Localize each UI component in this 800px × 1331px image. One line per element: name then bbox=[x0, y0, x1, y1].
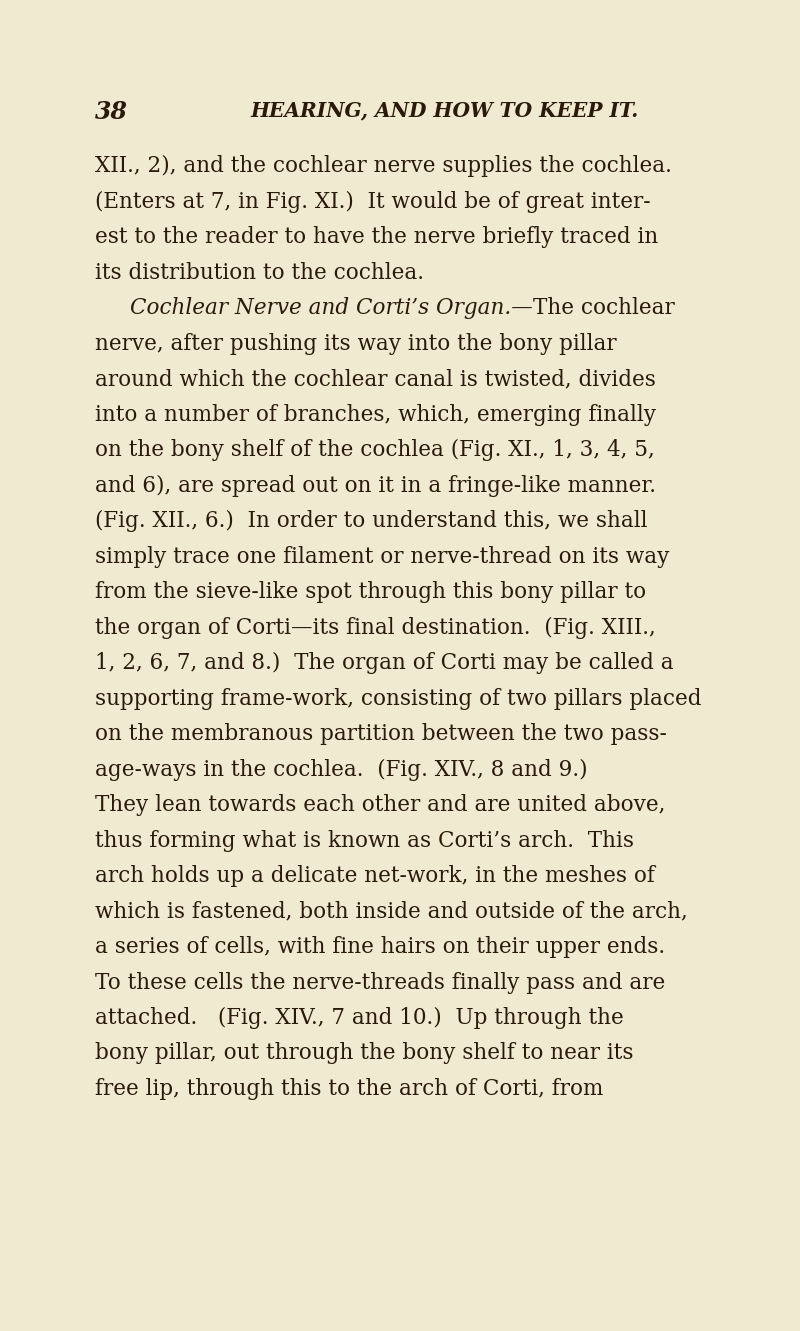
Text: They lean towards each other and are united above,: They lean towards each other and are uni… bbox=[95, 795, 666, 816]
Text: est to the reader to have the nerve briefly traced in: est to the reader to have the nerve brie… bbox=[95, 226, 658, 248]
Text: Cochlear Nerve and Corti’s Organ.—: Cochlear Nerve and Corti’s Organ.— bbox=[130, 297, 533, 319]
Text: on the membranous partition between the two pass-: on the membranous partition between the … bbox=[95, 723, 667, 745]
Text: free lip, through this to the arch of Corti, from: free lip, through this to the arch of Co… bbox=[95, 1078, 603, 1099]
Text: nerve, after pushing its way into the bony pillar: nerve, after pushing its way into the bo… bbox=[95, 333, 617, 354]
Text: its distribution to the cochlea.: its distribution to the cochlea. bbox=[95, 261, 424, 284]
Text: attached.   (Fig. XIV., 7 and 10.)  Up through the: attached. (Fig. XIV., 7 and 10.) Up thro… bbox=[95, 1008, 624, 1029]
Text: from the sieve-like spot through this bony pillar to: from the sieve-like spot through this bo… bbox=[95, 582, 646, 603]
Text: The cochlear: The cochlear bbox=[533, 297, 674, 319]
Text: into a number of branches, which, emerging finally: into a number of branches, which, emergi… bbox=[95, 403, 656, 426]
Text: thus forming what is known as Corti’s arch.  This: thus forming what is known as Corti’s ar… bbox=[95, 829, 634, 852]
Text: HEARING, AND HOW TO KEEP IT.: HEARING, AND HOW TO KEEP IT. bbox=[251, 100, 639, 120]
Text: (Fig. XII., 6.)  In order to understand this, we shall: (Fig. XII., 6.) In order to understand t… bbox=[95, 510, 647, 532]
Text: a series of cells, with fine hairs on their upper ends.: a series of cells, with fine hairs on th… bbox=[95, 936, 665, 958]
Text: and 6), are spread out on it in a fringe-like manner.: and 6), are spread out on it in a fringe… bbox=[95, 474, 656, 496]
Text: 1, 2, 6, 7, and 8.)  The organ of Corti may be called a: 1, 2, 6, 7, and 8.) The organ of Corti m… bbox=[95, 652, 674, 673]
Text: (Enters at 7, in Fig. XI.)  It would be of great inter-: (Enters at 7, in Fig. XI.) It would be o… bbox=[95, 190, 650, 213]
Text: age-ways in the cochlea.  (Fig. XIV., 8 and 9.): age-ways in the cochlea. (Fig. XIV., 8 a… bbox=[95, 759, 588, 780]
Text: which is fastened, both inside and outside of the arch,: which is fastened, both inside and outsi… bbox=[95, 901, 688, 922]
Text: arch holds up a delicate net-work, in the meshes of: arch holds up a delicate net-work, in th… bbox=[95, 865, 655, 886]
Text: 38: 38 bbox=[95, 100, 128, 124]
Text: simply trace one filament or nerve-thread on its way: simply trace one filament or nerve-threa… bbox=[95, 546, 670, 567]
Text: on the bony shelf of the cochlea (Fig. XI., 1, 3, 4, 5,: on the bony shelf of the cochlea (Fig. X… bbox=[95, 439, 654, 461]
Text: around which the cochlear canal is twisted, divides: around which the cochlear canal is twist… bbox=[95, 367, 656, 390]
Text: bony pillar, out through the bony shelf to near its: bony pillar, out through the bony shelf … bbox=[95, 1042, 634, 1065]
Text: supporting frame-work, consisting of two pillars placed: supporting frame-work, consisting of two… bbox=[95, 688, 702, 709]
Text: To these cells the nerve-threads finally pass and are: To these cells the nerve-threads finally… bbox=[95, 972, 666, 993]
Text: the organ of Corti—its final destination.  (Fig. XIII.,: the organ of Corti—its final destination… bbox=[95, 616, 656, 639]
Text: XII., 2), and the cochlear nerve supplies the cochlea.: XII., 2), and the cochlear nerve supplie… bbox=[95, 154, 672, 177]
